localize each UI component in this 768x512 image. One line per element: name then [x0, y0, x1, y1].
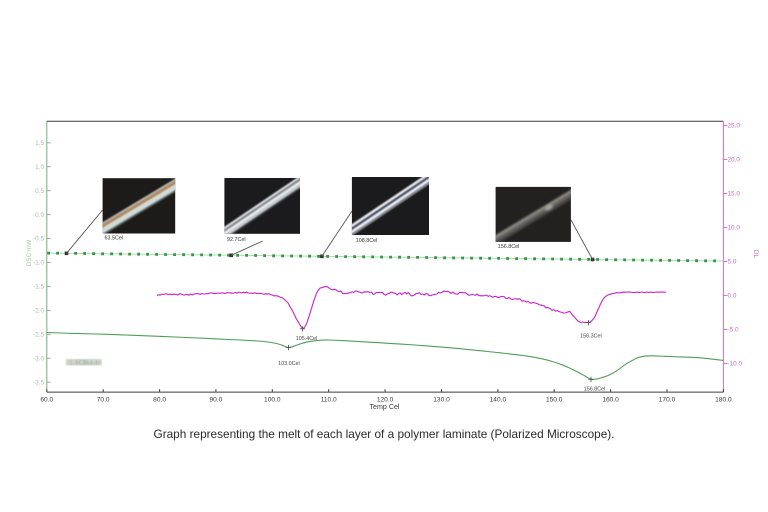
svg-text:156.3Cel: 156.3Cel [580, 333, 602, 339]
svg-text:25.0: 25.0 [728, 123, 741, 130]
svg-text:92.7Cel: 92.7Cel [227, 237, 246, 243]
svg-text:130.0: 130.0 [433, 397, 450, 404]
svg-text:0.0: 0.0 [728, 293, 737, 300]
svg-text:-1.5: -1.5 [33, 284, 44, 291]
svg-text:108.8Cel: 108.8Cel [356, 238, 378, 244]
svg-text:1.0: 1.0 [35, 164, 44, 171]
svg-text:90.0: 90.0 [209, 397, 222, 404]
svg-text:1.5: 1.5 [35, 140, 44, 147]
svg-text:15.0: 15.0 [728, 191, 741, 198]
svg-text:140.0: 140.0 [490, 397, 507, 404]
svg-text:170.0: 170.0 [659, 397, 676, 404]
svg-text:-10.0: -10.0 [728, 361, 743, 368]
svg-text:-3.0: -3.0 [33, 356, 44, 363]
svg-text:156.8Cel: 156.8Cel [584, 386, 606, 392]
svg-text:0.5: 0.5 [35, 188, 44, 195]
svg-text:-0.5: -0.5 [33, 236, 44, 243]
svg-text:10.0: 10.0 [728, 225, 741, 232]
svg-text:60.0: 60.0 [40, 397, 53, 404]
svg-text:-3.5: -3.5 [33, 379, 44, 386]
svg-text:70.0: 70.0 [97, 397, 110, 404]
svg-text:DL: DL [752, 250, 759, 259]
svg-text:20.0: 20.0 [728, 157, 741, 164]
svg-text:-2.0: -2.0 [33, 308, 44, 315]
svg-text:DSC mW: DSC mW [26, 239, 33, 267]
svg-text:103.0Cel: 103.0Cel [278, 361, 300, 367]
svg-text:180.0: 180.0 [715, 397, 732, 404]
svg-text:-5.0: -5.0 [728, 327, 739, 334]
svg-text:-1.0: -1.0 [33, 260, 44, 267]
svg-text:5.0: 5.0 [728, 259, 737, 266]
svg-text:150.0: 150.0 [546, 397, 563, 404]
svg-text:Temp Cel: Temp Cel [370, 403, 400, 411]
svg-text:160.0: 160.0 [602, 397, 619, 404]
svg-text:110.0: 110.0 [321, 397, 337, 404]
svg-text:80.0: 80.0 [153, 397, 166, 404]
svg-text:100.0: 100.0 [264, 397, 281, 404]
svg-text:156.8Cel: 156.8Cel [498, 244, 520, 250]
svg-text:63.5Cel: 63.5Cel [105, 236, 124, 242]
svg-text:120.0: 120.0 [377, 397, 394, 404]
svg-text:0.0: 0.0 [35, 212, 44, 219]
svg-text:105.4Cel: 105.4Cel [296, 336, 318, 342]
svg-text:-2.5: -2.5 [33, 332, 44, 339]
